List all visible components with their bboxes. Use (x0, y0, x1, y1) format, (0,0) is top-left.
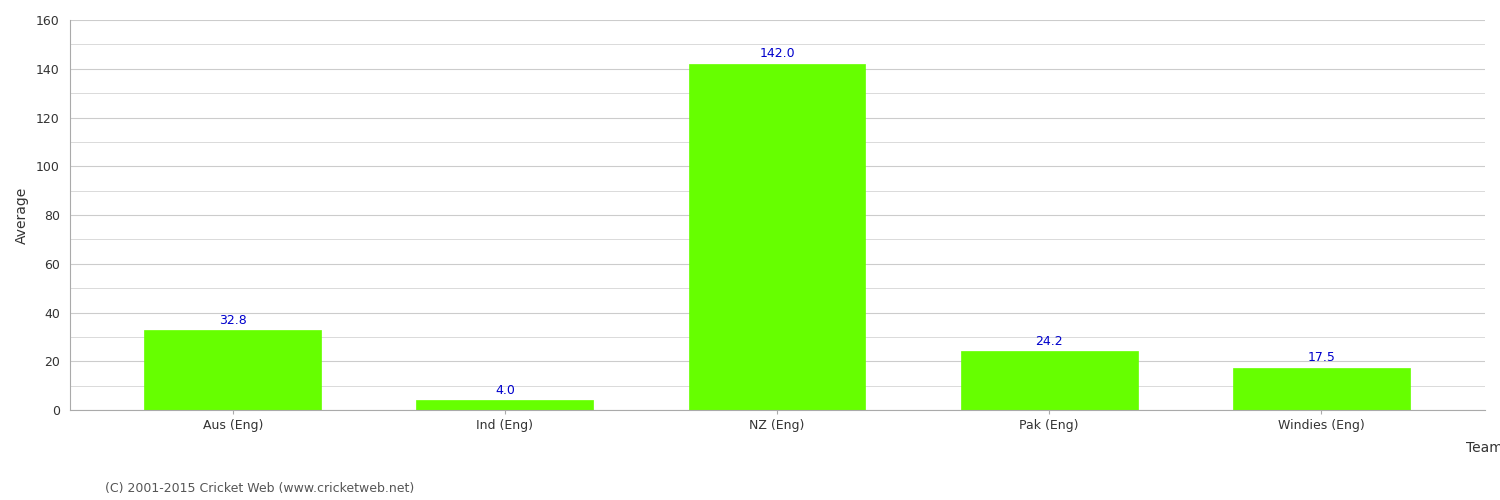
Bar (960, 351, 1137, 410)
Text: 4.0: 4.0 (495, 384, 514, 397)
Bar (688, 64, 865, 410)
X-axis label: Team: Team (1466, 442, 1500, 456)
Text: 17.5: 17.5 (1308, 351, 1335, 364)
Text: 142.0: 142.0 (759, 47, 795, 60)
Text: (C) 2001-2015 Cricket Web (www.cricketweb.net): (C) 2001-2015 Cricket Web (www.cricketwe… (105, 482, 414, 495)
Text: 24.2: 24.2 (1035, 334, 1064, 347)
Bar (417, 400, 594, 410)
Text: 32.8: 32.8 (219, 314, 246, 326)
Bar (144, 330, 321, 410)
Bar (1233, 368, 1410, 410)
Y-axis label: Average: Average (15, 186, 28, 244)
